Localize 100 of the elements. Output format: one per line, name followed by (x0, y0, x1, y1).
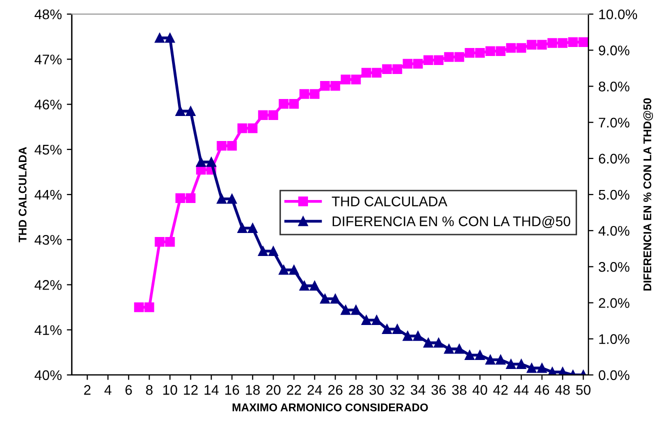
point (216, 194, 226, 204)
point (444, 52, 454, 62)
point (496, 354, 506, 365)
y-tick-label: 44% (34, 190, 62, 200)
x-tick-label: 10 (163, 385, 178, 395)
point (154, 33, 164, 43)
point (175, 106, 186, 116)
point (340, 74, 350, 84)
x-tick-label: 36 (431, 385, 446, 395)
point (434, 55, 444, 65)
point (526, 363, 536, 373)
point (299, 280, 310, 291)
y2-tick-label: 9.0% (598, 46, 630, 56)
point (237, 123, 248, 134)
x-tick-label: 40 (472, 385, 488, 395)
y2-tick-label: 2.0% (598, 298, 630, 308)
point (382, 324, 392, 334)
point (392, 64, 402, 74)
x-tick-label: 6 (125, 385, 132, 395)
x-tick-label: 46 (534, 385, 550, 395)
point (475, 350, 485, 360)
y2-tick-label: 5.0% (598, 190, 630, 200)
x-tick-label: 30 (369, 385, 384, 395)
point (382, 64, 392, 74)
y2-tick-label: 4.0% (598, 226, 630, 236)
point (248, 123, 258, 134)
x-tick-label: 14 (204, 385, 219, 395)
point (402, 331, 412, 341)
point (299, 89, 310, 99)
point (351, 74, 361, 84)
legend-label: DIFERENCIA EN % CON LA THD@50 (332, 216, 570, 228)
x-tick-label: 16 (225, 385, 240, 395)
x-tick-label: 20 (266, 385, 280, 395)
point (454, 344, 464, 354)
x-tick-label: 26 (328, 385, 342, 395)
point (537, 40, 547, 50)
point (330, 294, 340, 304)
point (165, 33, 175, 43)
y2-tick-label: 8.0% (598, 82, 630, 92)
y-tick-label: 43% (34, 234, 62, 245)
x-tick-label: 4 (104, 385, 112, 395)
point (475, 48, 485, 58)
x-tick-label: 18 (246, 385, 260, 395)
x-tick-label: 28 (348, 385, 364, 395)
point (289, 99, 299, 109)
point (506, 359, 516, 369)
point (454, 52, 464, 62)
point (413, 58, 423, 69)
point (340, 305, 350, 315)
point (496, 46, 506, 56)
point (485, 46, 496, 56)
x-tick-label: 22 (286, 385, 301, 395)
y2-tick-label: 1.0% (599, 334, 630, 344)
y-tick-label: 45% (34, 144, 62, 155)
x-tick-label: 42 (493, 385, 508, 395)
y-tick-label: 47% (34, 54, 62, 64)
point (547, 38, 558, 48)
point (248, 223, 258, 233)
point (165, 237, 175, 247)
point (320, 294, 330, 304)
y2-tick-label: 10.0% (599, 9, 638, 20)
point (186, 106, 196, 116)
y2-tick-label: 6.0% (598, 154, 630, 164)
point (154, 237, 164, 247)
point (423, 55, 434, 65)
point (485, 354, 496, 365)
point (144, 302, 154, 312)
point (516, 359, 526, 369)
point (258, 246, 268, 256)
point (506, 43, 516, 53)
point (558, 38, 568, 48)
point (413, 331, 423, 341)
point (361, 315, 372, 325)
x-tick-label: 12 (184, 385, 198, 395)
point (516, 43, 526, 53)
y-tick-label: 40% (34, 370, 62, 380)
point (278, 99, 288, 109)
x-tick-label: 50 (576, 385, 590, 395)
point (216, 140, 226, 151)
y-tick-label: 48% (34, 9, 62, 20)
point (196, 157, 206, 167)
point (361, 68, 372, 78)
point (392, 324, 402, 334)
x-axis-title: MAXIMO ARMONICO CONSIDERADO (232, 403, 428, 412)
x-tick-label: 8 (146, 385, 153, 395)
point (278, 265, 288, 275)
point (289, 265, 299, 275)
point (227, 194, 237, 204)
point (206, 157, 216, 167)
point (310, 280, 320, 291)
point (464, 48, 474, 58)
point (237, 223, 248, 233)
point (186, 193, 196, 203)
point (444, 344, 454, 354)
y-axis-title: THD CALCULADA (18, 146, 27, 242)
point (134, 302, 144, 312)
y2-tick-label: 3.0% (598, 262, 630, 272)
point (268, 110, 278, 120)
point (258, 110, 268, 120)
x-tick-label: 24 (308, 385, 322, 395)
